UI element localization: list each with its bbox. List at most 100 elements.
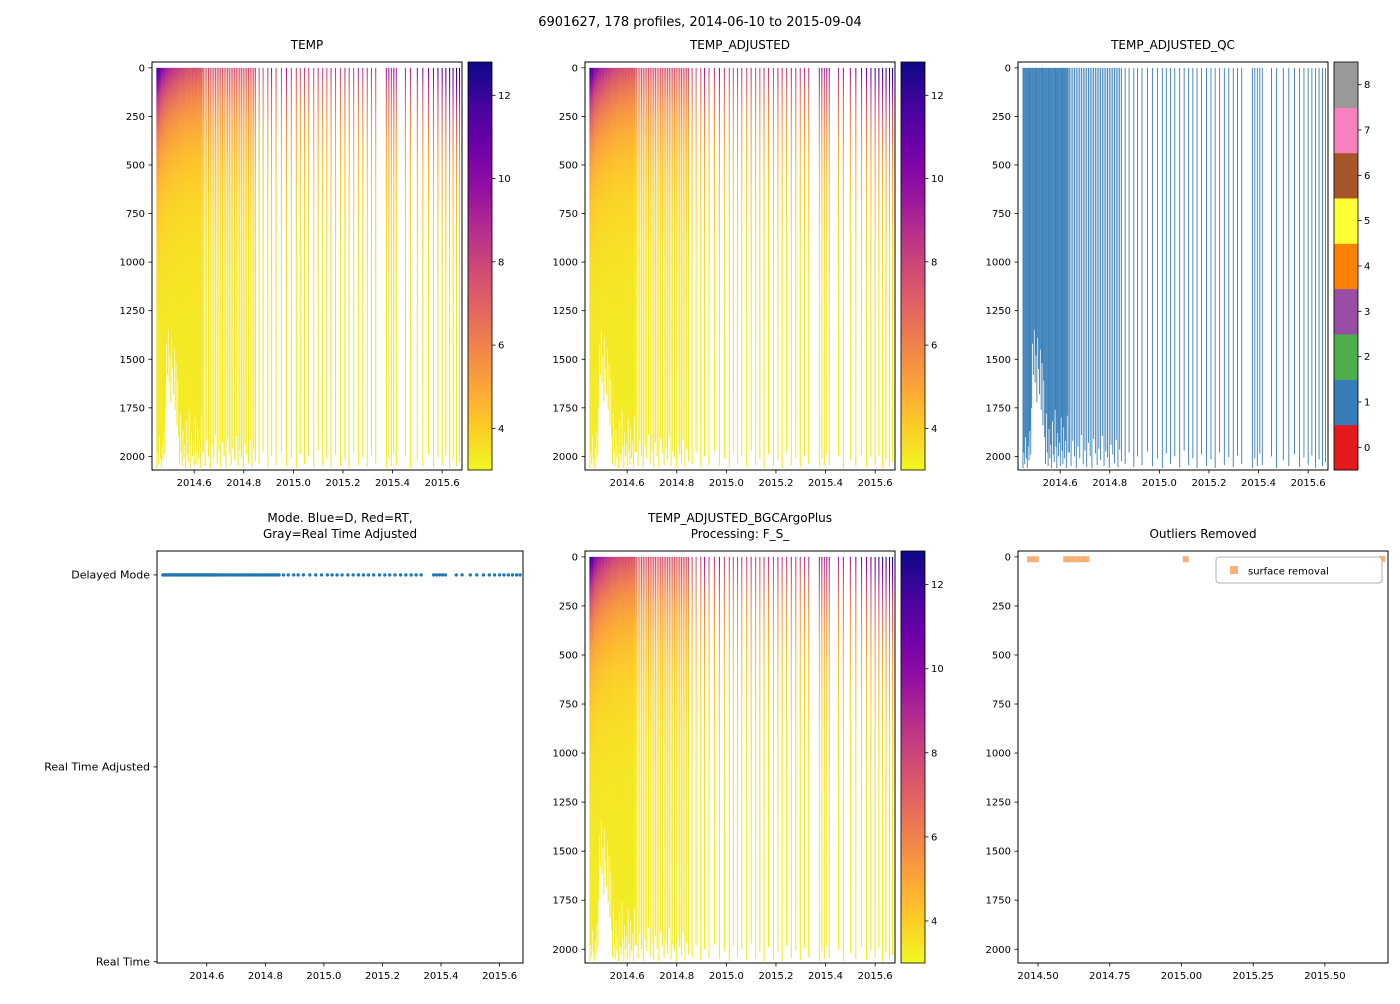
y-tick-label: 0 [139,63,145,74]
panel-temp_adjusted_qc: 2014.6 2014.8 2015.0 2015.2 2015.4 2015.60250… [986,38,1371,489]
x-tick-label: 2014.6 [610,478,645,489]
colorbar: 4 6 8 10 12 [467,61,511,471]
y-tick-label: 1500 [986,355,1011,366]
outlier-marker [1078,556,1085,563]
panel-subtitle-temp_adjusted_bgc: Processing: F_S_ [691,527,790,541]
mode-marker [492,573,497,577]
mode-marker [440,573,445,577]
mode-marker [518,573,522,577]
mode-marker [325,573,330,577]
mode-marker [443,573,448,577]
colorbar-segment [1334,243,1358,290]
y-tick-label: 1000 [986,258,1011,269]
x-tick-label: 2015.0 [276,478,311,489]
y-tick-label: 1500 [120,355,145,366]
y-tick-label: 1750 [120,403,145,414]
x-tick-label: 2015.0 [709,971,744,982]
plot-area-temp_adjusted_bgc [589,556,894,962]
y-tick-label: 2000 [553,945,578,956]
mode-marker [502,573,506,577]
x-tick-label: 2015.0 [1142,478,1177,489]
colorbar-segment [1334,334,1358,380]
y-tick-label: 2000 [986,452,1011,463]
colorbar-tick-label: 6 [931,832,937,843]
colorbar-segment [1334,152,1358,199]
y-tick-label: 750 [559,209,578,220]
colorbar-gradient [900,550,926,964]
x-tick-label: 2015.2 [365,971,400,982]
colorbar: 4 6 8 10 12 [900,61,944,471]
colorbar-tick-label: 4 [498,424,504,435]
axes-frame-temp_adjusted_bgc [584,550,896,964]
legend-label: surface removal [1248,567,1329,578]
mode-marker [356,573,361,577]
legend-marker-surface-removal-icon [1230,566,1238,574]
y-tick-label: 2000 [986,945,1011,956]
mode-marker [497,573,502,577]
panel-outliers_removed: 2014.50 2014.75 2015.00 2015.25 2015.50 0 250 5… [986,527,1389,982]
y-tick-label: 750 [559,700,578,711]
axes-frame-temp [151,61,463,471]
y-tick-label: 1250 [986,798,1011,809]
colorbar-discrete: 0 1 2 3 4 5 6 7 8 [1333,61,1370,471]
colorbar-gradient [900,61,926,471]
y-tick-label: 0 [1005,552,1011,563]
axes-frame-outliers_removed [1017,550,1389,964]
y-tick-label: 1500 [553,847,578,858]
y-tick-label: 1000 [120,258,145,269]
x-tick-label: 2014.6 [610,971,645,982]
colorbar-tick-label: 4 [931,424,937,435]
colorbar-tick-label: 12 [931,580,944,591]
colorbar-tick-label: 10 [498,174,511,185]
colorbar-tick-label: 2 [1364,352,1370,363]
colorbar-tick-label: 12 [931,91,944,102]
x-tick-label: 2014.8 [659,478,694,489]
y-tick-label: 750 [992,700,1011,711]
x-tick-label: 2014.8 [659,971,694,982]
mode-marker [377,573,382,577]
plot-area-temp [156,67,461,469]
y-tick-label: 2000 [120,452,145,463]
mode-marker [454,573,458,577]
mode-marker [319,573,324,577]
mode-marker [393,573,397,577]
colorbar-tick-label: 8 [931,748,937,759]
x-tick-label: 2015.0 [306,971,341,982]
mode-marker [434,573,439,577]
mode-marker [340,573,344,577]
mode-marker [510,573,515,577]
x-tick-label: 2014.6 [1043,478,1078,489]
panel-subtitle-mode: Gray=Real Time Adjusted [263,527,417,541]
plot-area-temp_adjusted [589,67,894,469]
colorbar-tick-label: 0 [1364,443,1370,454]
mode-marker [414,573,418,577]
colorbar-tick-label: 10 [931,664,944,675]
colorbar-segment [1334,379,1358,426]
x-tick-label: 2015.6 [1291,478,1326,489]
y-tick-label: 250 [126,112,145,123]
colorbar-tick-label: 8 [1364,80,1370,91]
mode-marker [292,573,296,577]
mode-marker [351,573,355,577]
x-tick-label: 2015.0 [709,478,744,489]
y-tick-label: 1250 [120,306,145,317]
x-tick-label: 2015.4 [1241,478,1276,489]
axes-frame-temp_adjusted [584,61,896,471]
panel-temp_adjusted: 2014.6 2014.8 2015.0 2015.2 2015.4 2015.6 0 250… [553,38,944,489]
panel-title-temp_adjusted_bgc: TEMP_ADJUSTED_BGCArgoPlus [647,511,832,525]
y-tick-label: 1250 [986,306,1011,317]
x-tick-label: 2014.6 [189,971,224,982]
colorbar-segment [1334,198,1358,244]
y-category-label: Real Time Adjusted [44,760,150,773]
colorbar: 4 6 8 10 12 [900,550,944,964]
axes-frame-mode [156,550,524,964]
mode-marker [301,573,306,577]
mode-marker [361,573,366,577]
panel-title-outliers_removed: Outliers Removed [1149,527,1256,541]
x-tick-label: 2014.8 [248,971,283,982]
x-tick-label: 2015.2 [758,971,793,982]
x-tick-label: 2015.6 [858,478,893,489]
mode-marker [383,573,387,577]
y-tick-label: 1750 [553,896,578,907]
y-tick-label: 1250 [553,798,578,809]
